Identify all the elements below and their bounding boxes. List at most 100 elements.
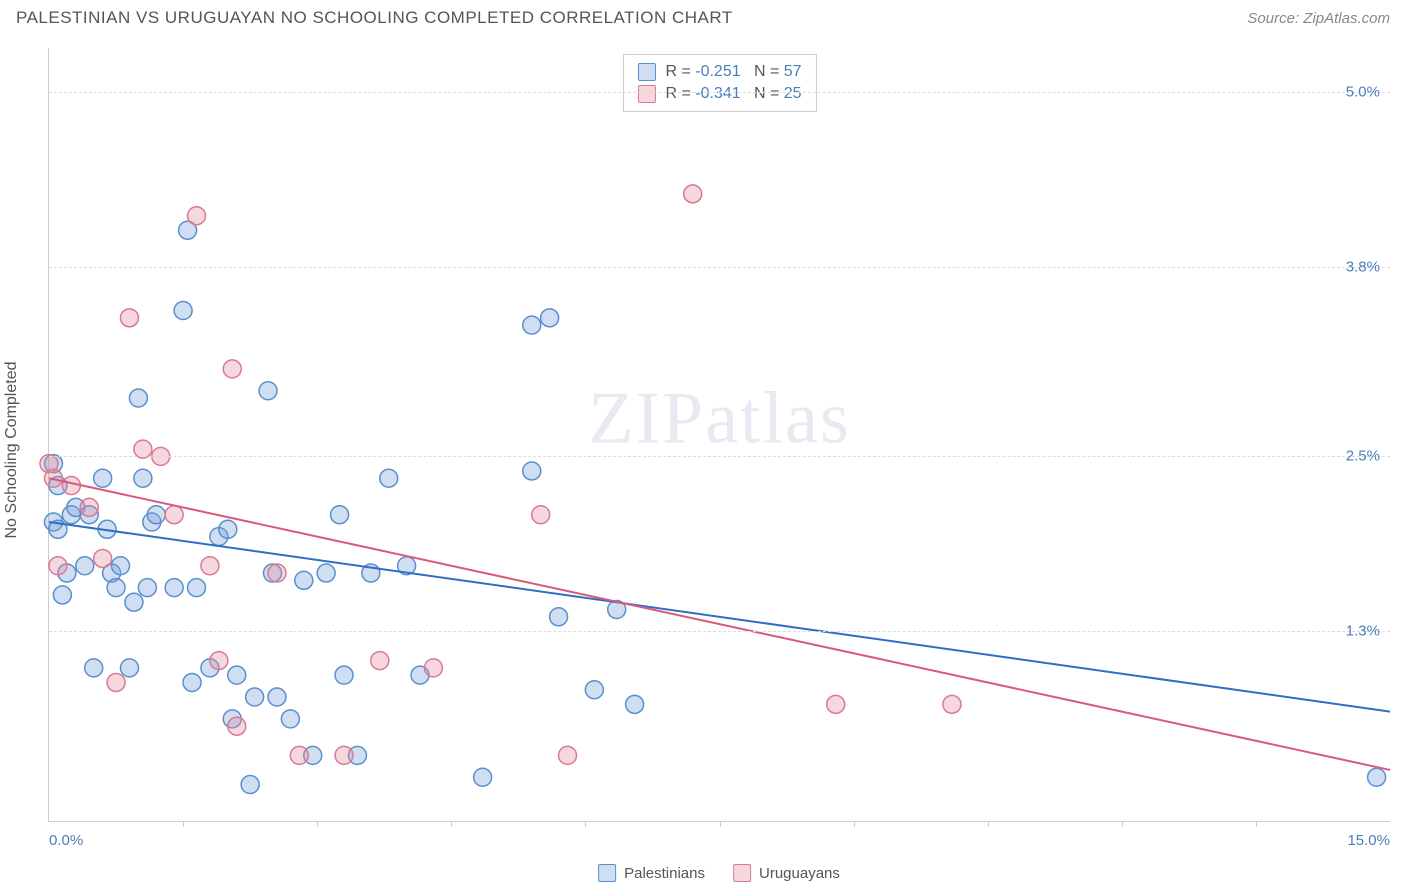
data-point — [94, 469, 112, 487]
x-tick — [988, 821, 989, 827]
data-point — [317, 564, 335, 582]
data-point — [188, 579, 206, 597]
data-point — [85, 659, 103, 677]
data-point — [80, 498, 98, 516]
title-bar: PALESTINIAN VS URUGUAYAN NO SCHOOLING CO… — [0, 0, 1406, 32]
data-point — [532, 506, 550, 524]
data-point — [380, 469, 398, 487]
x-axis-min-label: 0.0% — [49, 832, 83, 849]
data-point — [210, 652, 228, 670]
correlation-legend-row: R = -0.341 N = 25 — [637, 83, 801, 105]
data-point — [228, 666, 246, 684]
data-point — [424, 659, 442, 677]
chart-svg — [49, 48, 1390, 821]
y-tick-label: 1.3% — [1346, 623, 1380, 640]
x-tick — [451, 821, 452, 827]
correlation-legend-row: R = -0.251 N = 57 — [637, 61, 801, 83]
data-point — [107, 673, 125, 691]
data-point — [246, 688, 264, 706]
plot-area: ZIPatlas R = -0.251 N = 57R = -0.341 N =… — [48, 48, 1390, 822]
legend-item: Palestinians — [598, 864, 705, 882]
data-point — [174, 302, 192, 320]
data-point — [134, 440, 152, 458]
regression-line — [49, 478, 1390, 770]
data-point — [125, 593, 143, 611]
data-point — [62, 477, 80, 495]
data-point — [523, 316, 541, 334]
data-point — [585, 681, 603, 699]
series-legend: Palestinians Uruguayans — [598, 864, 840, 882]
x-tick — [1122, 821, 1123, 827]
y-tick-label: 3.8% — [1346, 258, 1380, 275]
data-point — [147, 506, 165, 524]
x-axis-max-label: 15.0% — [1347, 832, 1390, 849]
data-point — [165, 506, 183, 524]
data-point — [76, 557, 94, 575]
data-point — [541, 309, 559, 327]
source-attribution: Source: ZipAtlas.com — [1247, 10, 1390, 27]
source-name: ZipAtlas.com — [1303, 10, 1390, 27]
data-point — [684, 185, 702, 203]
data-point — [827, 695, 845, 713]
gridline — [49, 631, 1390, 632]
data-point — [120, 659, 138, 677]
data-point — [134, 469, 152, 487]
data-point — [268, 688, 286, 706]
legend-swatch — [637, 63, 655, 81]
chart-title: PALESTINIAN VS URUGUAYAN NO SCHOOLING CO… — [16, 8, 733, 28]
data-point — [94, 549, 112, 567]
x-tick — [1256, 821, 1257, 827]
data-point — [165, 579, 183, 597]
gridline — [49, 267, 1390, 268]
legend-swatch — [733, 864, 751, 882]
data-point — [474, 768, 492, 786]
legend-label: Palestinians — [624, 865, 705, 882]
data-point — [138, 579, 156, 597]
data-point — [943, 695, 961, 713]
x-tick — [854, 821, 855, 827]
data-point — [223, 360, 241, 378]
data-point — [201, 557, 219, 575]
x-tick — [183, 821, 184, 827]
data-point — [1368, 768, 1386, 786]
chart-container: No Schooling Completed ZIPatlas R = -0.2… — [48, 48, 1390, 852]
data-point — [219, 520, 237, 538]
data-point — [331, 506, 349, 524]
data-point — [626, 695, 644, 713]
data-point — [371, 652, 389, 670]
data-point — [550, 608, 568, 626]
data-point — [295, 571, 313, 589]
source-prefix: Source: — [1247, 10, 1303, 27]
data-point — [268, 564, 286, 582]
correlation-text: R = -0.341 N = 25 — [665, 85, 801, 103]
data-point — [112, 557, 130, 575]
data-point — [335, 746, 353, 764]
y-tick-label: 2.5% — [1346, 448, 1380, 465]
data-point — [290, 746, 308, 764]
correlation-legend: R = -0.251 N = 57 R = -0.341 N = 25 — [622, 54, 816, 112]
data-point — [188, 207, 206, 225]
x-tick — [585, 821, 586, 827]
data-point — [228, 717, 246, 735]
gridline — [49, 456, 1390, 457]
y-tick-label: 5.0% — [1346, 83, 1380, 100]
data-point — [281, 710, 299, 728]
data-point — [523, 462, 541, 480]
y-axis-label: No Schooling Completed — [3, 362, 21, 539]
data-point — [241, 776, 259, 794]
correlation-text: R = -0.251 N = 57 — [665, 63, 801, 81]
data-point — [559, 746, 577, 764]
data-point — [49, 557, 67, 575]
x-tick — [720, 821, 721, 827]
regression-line — [49, 522, 1390, 712]
data-point — [120, 309, 138, 327]
data-point — [335, 666, 353, 684]
legend-item: Uruguayans — [733, 864, 840, 882]
gridline — [49, 92, 1390, 93]
legend-label: Uruguayans — [759, 865, 840, 882]
data-point — [129, 389, 147, 407]
data-point — [107, 579, 125, 597]
x-tick — [317, 821, 318, 827]
legend-swatch — [598, 864, 616, 882]
data-point — [259, 382, 277, 400]
